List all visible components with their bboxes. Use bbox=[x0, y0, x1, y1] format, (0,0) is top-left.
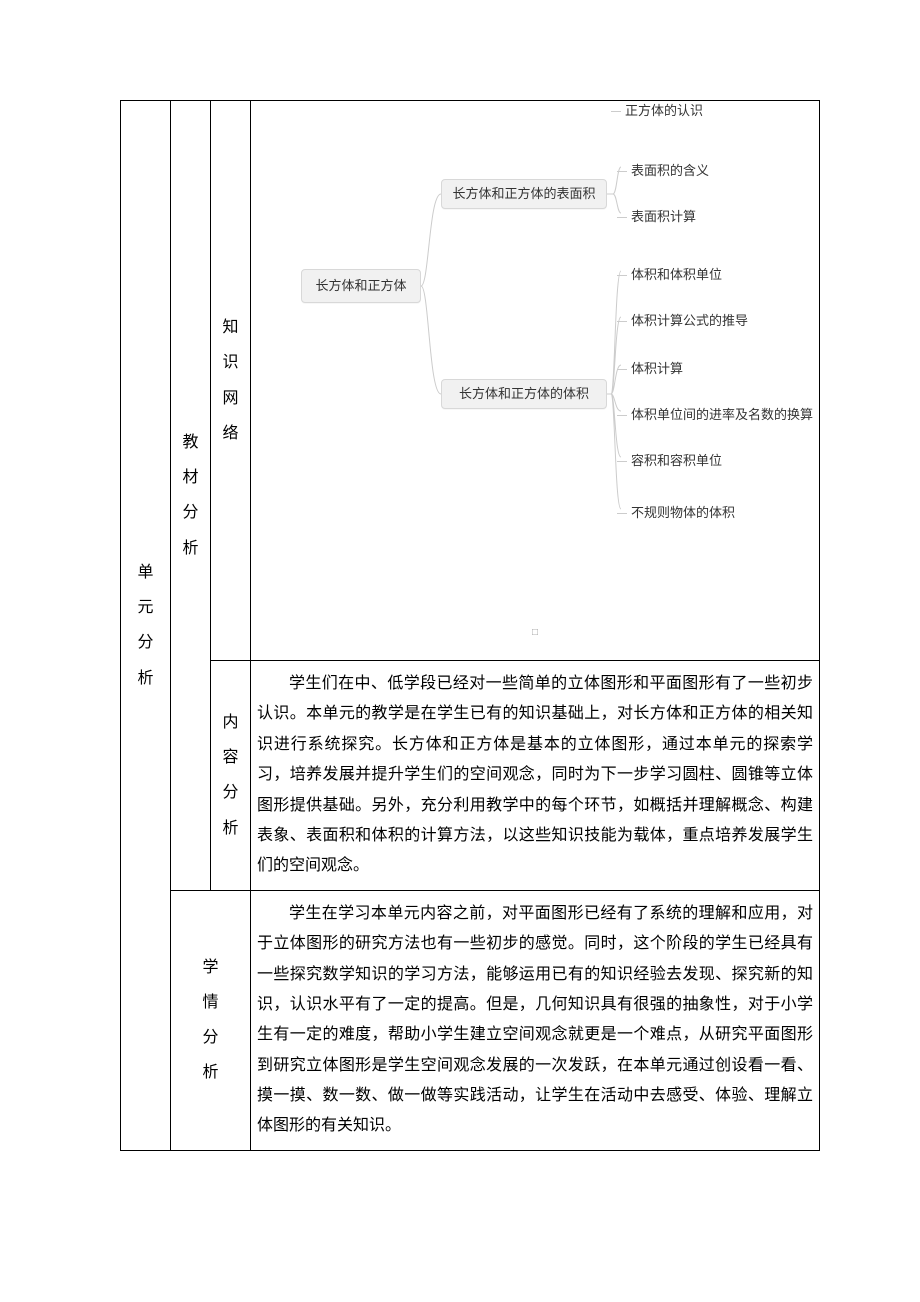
leaf-vol-derive: 体积计算公式的推导 bbox=[631, 309, 748, 334]
leaf-vol-calc: 体积计算 bbox=[631, 357, 683, 382]
leaf-vol-rate: 体积单位间的进率及名数的换算 bbox=[631, 403, 813, 428]
row-content-analysis: 内容分析 bbox=[211, 661, 251, 891]
footnote-marker: □ bbox=[532, 623, 538, 642]
label: 内容分析 bbox=[217, 705, 244, 846]
label: 单元分析 bbox=[127, 555, 164, 696]
label: 学情分析 bbox=[177, 950, 244, 1091]
node-root: 长方体和正方体 bbox=[301, 269, 421, 303]
content-analysis-text: 学生们在中、低学段已经对一些简单的立体图形和平面图形有了一些初步认识。本单元的教… bbox=[251, 661, 820, 891]
paragraph: 学生在学习本单元内容之前，对平面图形已经有了系统的理解和应用，对于立体图形的研究… bbox=[257, 899, 813, 1142]
col-unit-analysis: 单元分析 bbox=[121, 101, 171, 1151]
row-knowledge-network: 知识网络 bbox=[211, 101, 251, 661]
col-textbook-analysis: 教材分析 bbox=[171, 101, 211, 891]
leaf-sa-meaning: 表面积的含义 bbox=[631, 159, 709, 184]
leaf-capacity: 容积和容积单位 bbox=[631, 449, 722, 474]
leaf-cube-recognition: 正方体的认识 bbox=[625, 99, 703, 124]
paragraph: 学生们在中、低学段已经对一些简单的立体图形和平面图形有了一些初步认识。本单元的教… bbox=[257, 669, 813, 882]
leaf-vol-unit: 体积和体积单位 bbox=[631, 263, 722, 288]
leaf-irregular: 不规则物体的体积 bbox=[631, 501, 735, 526]
row-learner-analysis: 学情分析 bbox=[171, 890, 251, 1150]
learner-analysis-text: 学生在学习本单元内容之前，对平面图形已经有了系统的理解和应用，对于立体图形的研究… bbox=[251, 890, 820, 1150]
analysis-table: 单元分析 教材分析 知识网络 长方体和正方体 正方体的认识 长方体和正方体的表面… bbox=[120, 100, 820, 1151]
leaf-sa-calc: 表面积计算 bbox=[631, 205, 696, 230]
label: 教材分析 bbox=[177, 425, 204, 566]
node-volume: 长方体和正方体的体积 bbox=[441, 379, 607, 409]
knowledge-network-diagram: 长方体和正方体 正方体的认识 长方体和正方体的表面积 表面积的含义 表面积计算 … bbox=[251, 101, 820, 661]
label: 知识网络 bbox=[217, 310, 244, 451]
node-surface-area: 长方体和正方体的表面积 bbox=[441, 179, 607, 209]
